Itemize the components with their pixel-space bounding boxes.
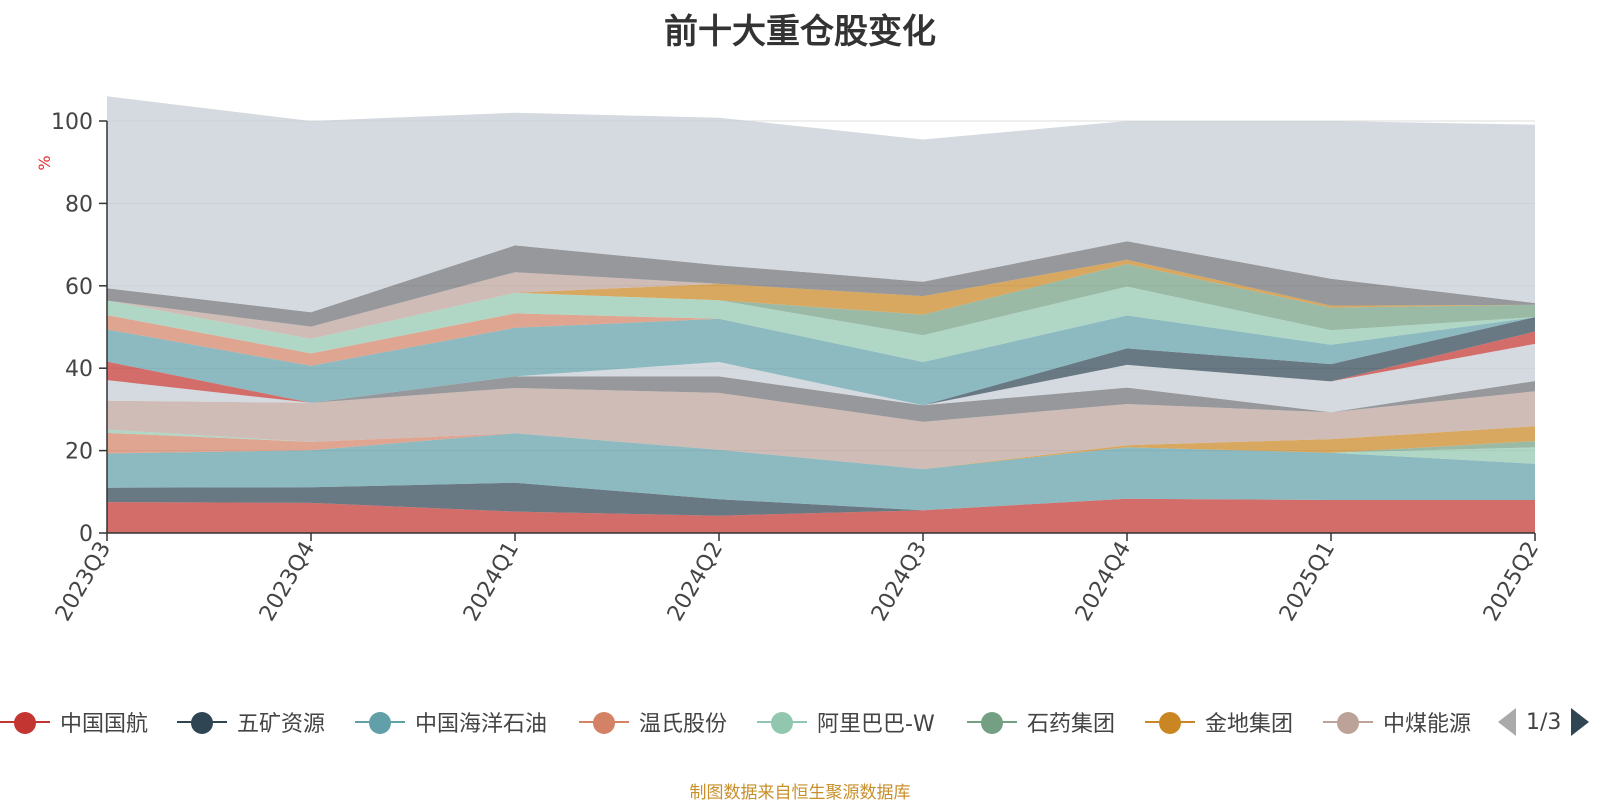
legend-item[interactable]: 中国国航	[0, 702, 148, 742]
x-tick-label: 2024Q4	[1071, 538, 1136, 626]
y-tick-label: 100	[51, 110, 93, 135]
legend-page-indicator: 1/3	[1526, 709, 1562, 735]
legend-item[interactable]: 中煤能源	[1323, 702, 1471, 742]
chart-plot: 0 20 40 60 80 100 2023Q3 2023Q4 2024Q1 2024Q2 2024…	[35, 96, 1544, 626]
legend-marker-icon	[0, 702, 54, 742]
area-series-2	[107, 482, 1535, 516]
legend-marker-icon	[1145, 702, 1199, 742]
area-series-17	[107, 264, 1535, 339]
legend-marker-icon	[579, 702, 633, 742]
legend-next-arrow-icon[interactable]	[1571, 708, 1590, 736]
area-series-21	[107, 96, 1535, 313]
area-series-3	[107, 433, 1535, 511]
x-tick-label: 2023Q4	[255, 538, 320, 626]
stacked-areas	[107, 96, 1535, 533]
area-series-8	[107, 388, 1535, 470]
x-tick-label: 2023Q3	[51, 538, 116, 626]
area-series-20	[107, 241, 1535, 327]
legend-label: 中国国航	[60, 712, 149, 737]
legend-label: 阿里巴巴-W	[817, 712, 935, 737]
y-tick-label: 0	[79, 522, 93, 547]
area-series-15	[107, 313, 1535, 366]
legend-label: 温氏股份	[639, 712, 728, 737]
legend-marker-icon	[355, 702, 409, 742]
area-series-7	[107, 426, 1535, 470]
y-tick-label: 60	[65, 275, 93, 300]
y-tick-label: 40	[65, 357, 93, 382]
legend-prev-arrow-icon[interactable]	[1498, 708, 1516, 736]
y-tick-label: 20	[65, 440, 93, 465]
legend-marker-icon	[967, 702, 1021, 742]
legend-label: 中国海洋石油	[415, 712, 548, 737]
legend-item[interactable]: 五矿资源	[177, 702, 325, 742]
x-tick-label: 2024Q1	[459, 538, 524, 626]
area-series-14	[107, 315, 1535, 406]
legend-item[interactable]: 中国海洋石油	[355, 702, 547, 742]
area-series-11	[107, 343, 1535, 413]
x-tick-label: 2024Q2	[663, 538, 728, 626]
y-unit-label: %	[35, 155, 54, 170]
legend-marker-icon	[177, 702, 231, 742]
y-tick-label: 80	[65, 192, 93, 217]
chart-title: 前十大重仓股变化	[664, 12, 936, 52]
legend: 中国国航 五矿资源 中国海洋石油 温氏股份 阿里巴巴-W 石药集团 金地集团 中煤能源	[0, 702, 1600, 742]
legend-item[interactable]: 阿里巴巴-W	[757, 702, 935, 742]
legend-pager: 1/3	[1498, 702, 1590, 742]
x-tick-label: 2025Q1	[1275, 538, 1340, 626]
source-note: 制图数据来自恒生聚源数据库	[689, 783, 911, 803]
legend-marker-icon	[1323, 702, 1377, 742]
legend-item[interactable]: 石药集团	[967, 702, 1115, 742]
legend-label: 五矿资源	[237, 712, 326, 737]
x-tick-label: 2025Q2	[1479, 538, 1544, 626]
area-series-9	[107, 376, 1535, 422]
legend-marker-icon	[757, 702, 811, 742]
area-series-16	[107, 286, 1535, 362]
legend-item[interactable]: 金地集团	[1145, 702, 1293, 742]
legend-item[interactable]: 温氏股份	[579, 702, 727, 742]
area-series-18	[107, 259, 1535, 339]
legend-label: 石药集团	[1027, 712, 1116, 737]
area-series-13	[107, 317, 1535, 406]
x-tick-label: 2024Q3	[867, 538, 932, 626]
legend-label: 金地集团	[1205, 712, 1294, 737]
legend-label: 中煤能源	[1383, 712, 1472, 737]
area-series-1	[107, 498, 1535, 533]
